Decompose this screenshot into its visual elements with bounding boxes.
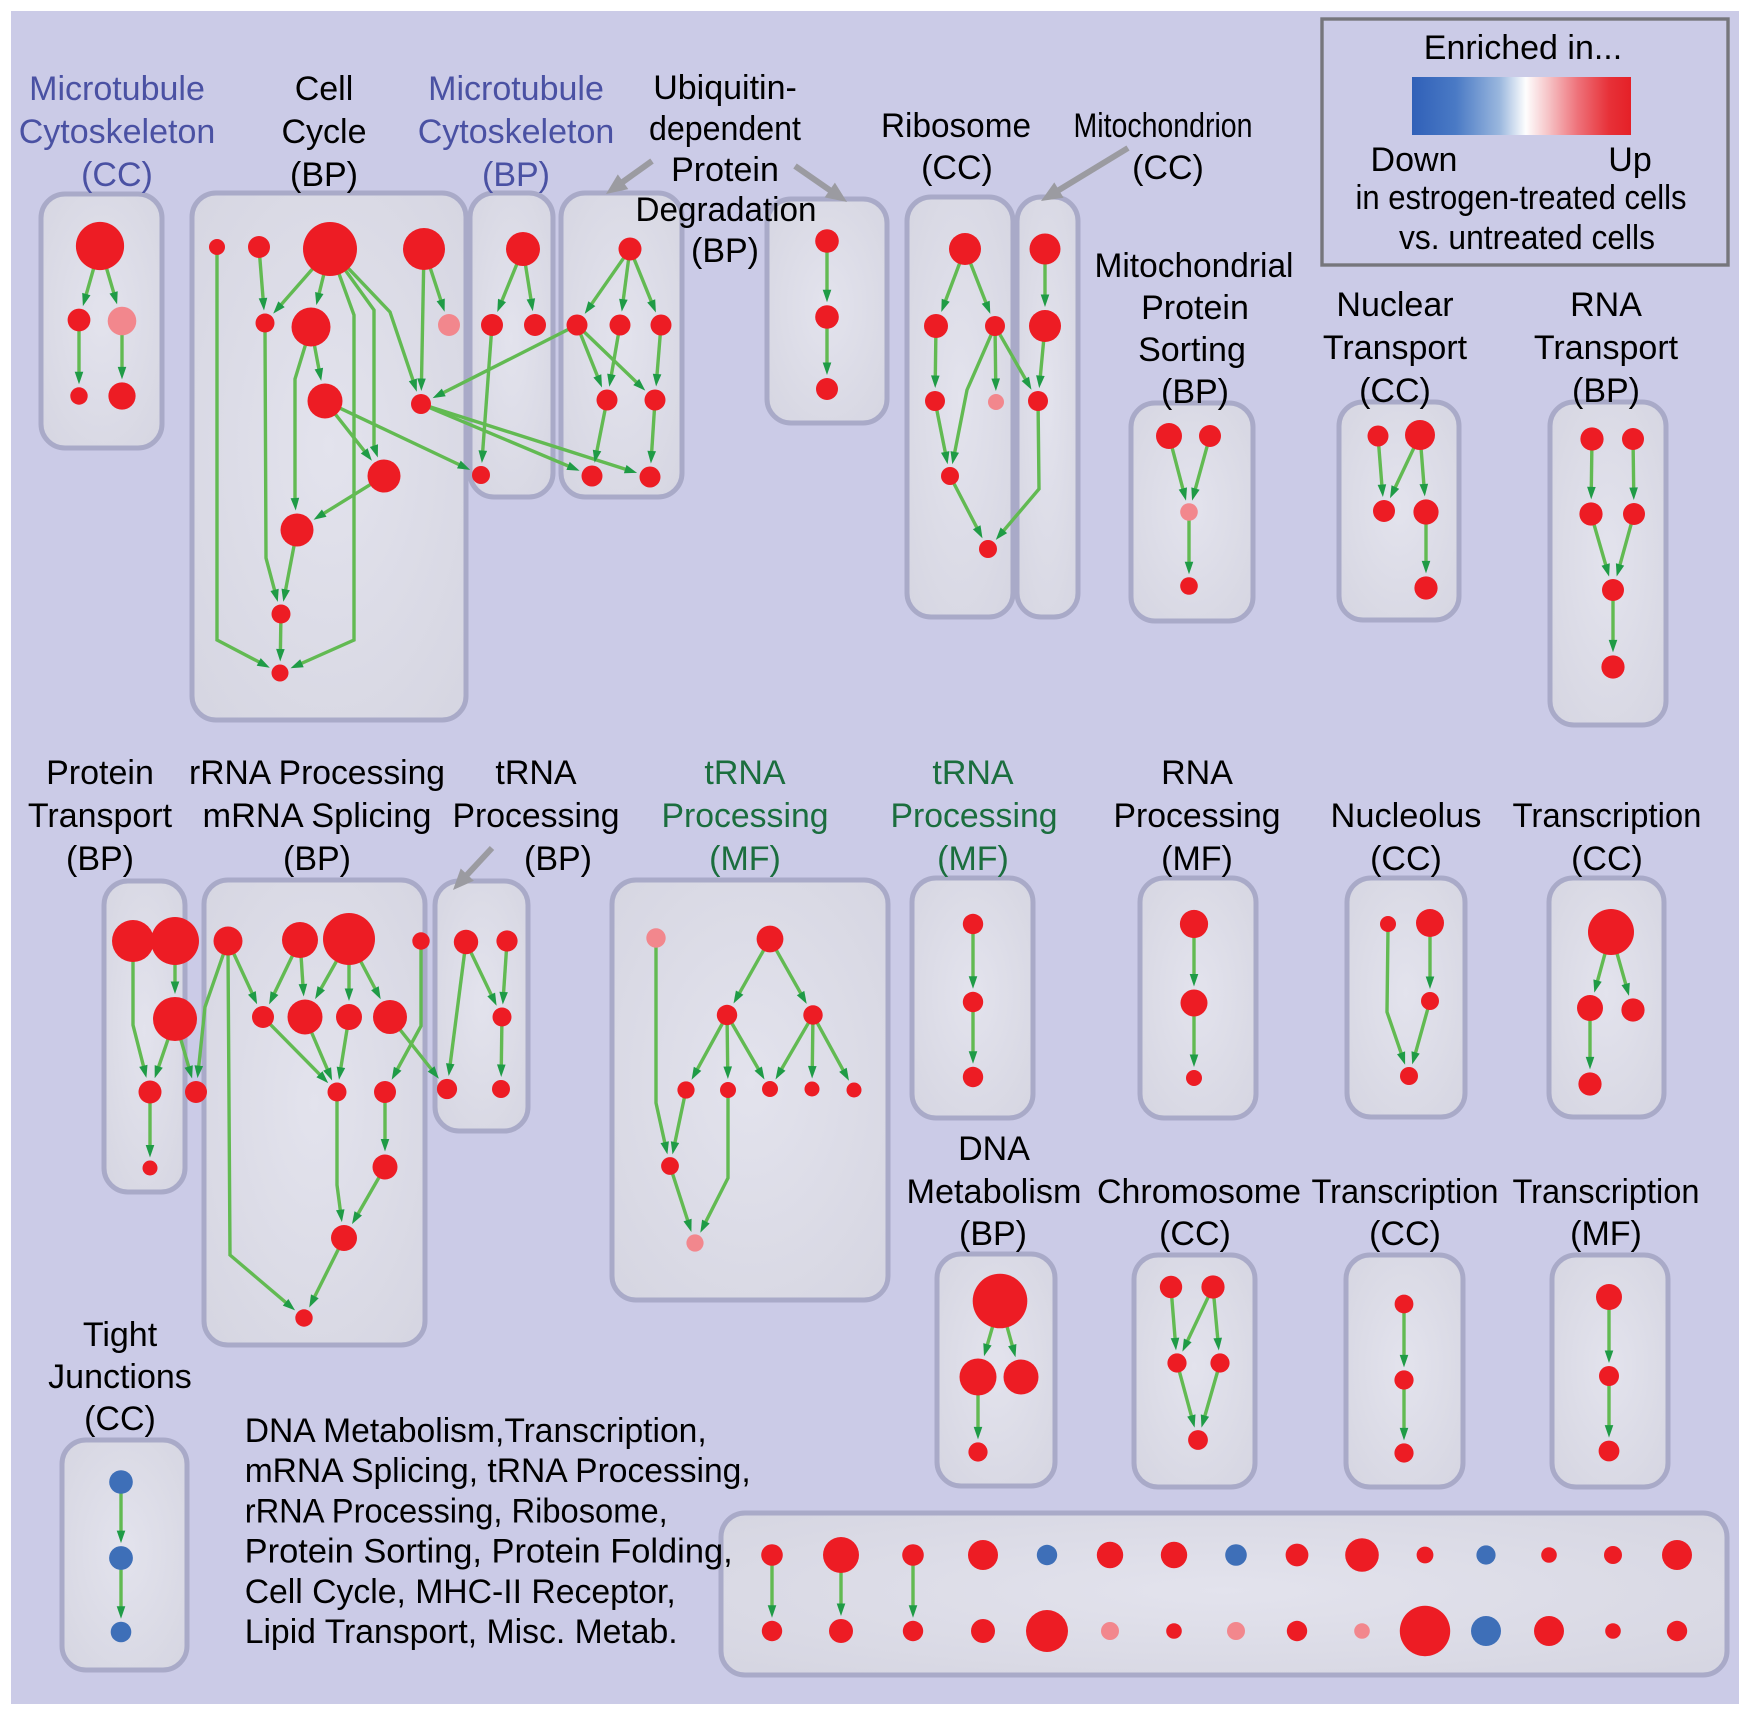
svg-text:tRNA: tRNA xyxy=(495,754,577,792)
svg-text:Microtubule: Microtubule xyxy=(428,70,604,108)
svg-text:tRNA: tRNA xyxy=(704,754,786,792)
svg-text:Nucleolus: Nucleolus xyxy=(1331,797,1482,835)
svg-text:DNA: DNA xyxy=(958,1130,1030,1168)
svg-text:(BP): (BP) xyxy=(66,840,134,878)
svg-text:Ribosome: Ribosome xyxy=(881,107,1031,145)
svg-text:(CC): (CC) xyxy=(1359,372,1431,410)
svg-text:(CC): (CC) xyxy=(84,1400,156,1438)
svg-text:Up: Up xyxy=(1608,141,1651,179)
svg-text:Processing: Processing xyxy=(453,797,620,835)
svg-text:Protein: Protein xyxy=(46,754,154,792)
svg-text:Chromosome: Chromosome xyxy=(1097,1173,1301,1211)
svg-text:Ubiquitin-: Ubiquitin- xyxy=(653,69,797,107)
svg-text:(BP): (BP) xyxy=(1161,373,1229,411)
svg-text:(CC): (CC) xyxy=(1132,149,1204,187)
svg-text:Cell: Cell xyxy=(295,70,354,108)
svg-text:(MF): (MF) xyxy=(937,840,1009,878)
svg-text:rRNA Processing: rRNA Processing xyxy=(189,754,445,792)
svg-text:Enriched in...: Enriched in... xyxy=(1424,29,1622,67)
svg-text:Mitochondrion: Mitochondrion xyxy=(1074,107,1253,145)
svg-text:Sorting: Sorting xyxy=(1138,331,1246,369)
svg-text:rRNA Processing, Ribosome,: rRNA Processing, Ribosome, xyxy=(245,1492,668,1530)
svg-text:(MF): (MF) xyxy=(1570,1215,1642,1253)
svg-text:Transcription: Transcription xyxy=(1312,1173,1499,1211)
svg-text:vs. untreated cells: vs. untreated cells xyxy=(1399,219,1655,257)
svg-text:(BP): (BP) xyxy=(524,840,592,878)
svg-text:Down: Down xyxy=(1371,141,1458,179)
svg-text:Cytoskeleton: Cytoskeleton xyxy=(418,113,615,151)
svg-text:(BP): (BP) xyxy=(691,232,759,270)
svg-text:(MF): (MF) xyxy=(709,840,781,878)
svg-text:tRNA: tRNA xyxy=(932,754,1014,792)
svg-text:Lipid Transport, Misc. Metab.: Lipid Transport, Misc. Metab. xyxy=(245,1613,678,1651)
svg-text:Transcription: Transcription xyxy=(1513,797,1702,835)
svg-text:Protein: Protein xyxy=(671,151,779,189)
svg-text:(BP): (BP) xyxy=(959,1215,1027,1253)
svg-text:Transport: Transport xyxy=(28,797,173,835)
svg-text:Processing: Processing xyxy=(891,797,1058,835)
svg-text:in estrogen-treated cells: in estrogen-treated cells xyxy=(1356,179,1687,217)
svg-text:(BP): (BP) xyxy=(482,156,550,194)
svg-text:(BP): (BP) xyxy=(290,156,358,194)
svg-text:Transport: Transport xyxy=(1534,329,1679,367)
svg-text:dependent: dependent xyxy=(649,110,802,148)
svg-text:Cytoskeleton: Cytoskeleton xyxy=(19,113,216,151)
svg-text:RNA: RNA xyxy=(1161,754,1233,792)
svg-text:Processing: Processing xyxy=(1114,797,1281,835)
svg-text:Microtubule: Microtubule xyxy=(29,70,205,108)
svg-text:(BP): (BP) xyxy=(1572,372,1640,410)
svg-text:Mitochondrial: Mitochondrial xyxy=(1095,247,1294,285)
svg-text:Transcription: Transcription xyxy=(1513,1173,1700,1211)
svg-text:mRNA Splicing, tRNA Processing: mRNA Splicing, tRNA Processing, xyxy=(245,1452,751,1490)
svg-text:Junctions: Junctions xyxy=(48,1358,192,1396)
svg-text:Metabolism: Metabolism xyxy=(907,1173,1082,1211)
svg-text:(MF): (MF) xyxy=(1161,840,1233,878)
svg-text:Transport: Transport xyxy=(1323,329,1468,367)
svg-text:Cycle: Cycle xyxy=(281,113,366,151)
svg-text:Processing: Processing xyxy=(662,797,829,835)
svg-text:DNA Metabolism,Transcription,: DNA Metabolism,Transcription, xyxy=(245,1412,707,1450)
svg-text:Degradation: Degradation xyxy=(636,191,817,229)
svg-text:(BP): (BP) xyxy=(283,840,351,878)
svg-text:(CC): (CC) xyxy=(1571,840,1643,878)
svg-text:Protein Sorting, Protein Foldi: Protein Sorting, Protein Folding, xyxy=(245,1533,733,1571)
svg-text:Nuclear: Nuclear xyxy=(1336,286,1453,324)
svg-text:(CC): (CC) xyxy=(81,156,153,194)
svg-text:Cell Cycle, MHC-II Receptor,: Cell Cycle, MHC-II Receptor, xyxy=(245,1573,676,1611)
svg-text:(CC): (CC) xyxy=(1159,1215,1231,1253)
svg-text:RNA: RNA xyxy=(1570,286,1642,324)
svg-text:Protein: Protein xyxy=(1141,289,1249,327)
svg-text:(CC): (CC) xyxy=(1370,840,1442,878)
svg-text:(CC): (CC) xyxy=(1369,1215,1441,1253)
svg-text:Tight: Tight xyxy=(83,1316,158,1354)
svg-text:(CC): (CC) xyxy=(921,149,993,187)
svg-text:mRNA Splicing: mRNA Splicing xyxy=(203,797,432,835)
